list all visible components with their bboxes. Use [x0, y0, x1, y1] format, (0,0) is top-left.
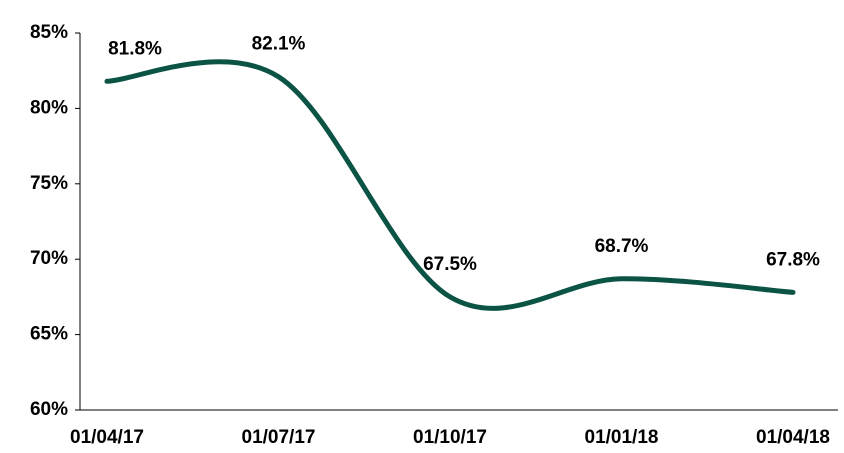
- x-tick-label: 01/01/18: [585, 427, 659, 448]
- data-label: 82.1%: [252, 34, 306, 55]
- y-tick-label: 75%: [30, 173, 68, 194]
- data-label: 81.8%: [108, 38, 162, 59]
- y-tick-label: 60%: [30, 399, 68, 420]
- x-tick-label: 01/04/17: [70, 427, 144, 448]
- line: [104, 59, 796, 311]
- x-tick-label: 01/07/17: [242, 427, 316, 448]
- y-tick-label: 80%: [30, 97, 68, 118]
- y-tick-label: 70%: [30, 248, 68, 269]
- data-label: 67.8%: [766, 249, 820, 270]
- data-label: 68.7%: [595, 236, 649, 257]
- y-tick-label: 85%: [30, 22, 68, 43]
- x-tick-label: 01/10/17: [413, 427, 487, 448]
- x-tick-label: 01/04/18: [756, 427, 830, 448]
- y-tick-label: 65%: [30, 324, 68, 345]
- data-label: 67.5%: [423, 254, 477, 275]
